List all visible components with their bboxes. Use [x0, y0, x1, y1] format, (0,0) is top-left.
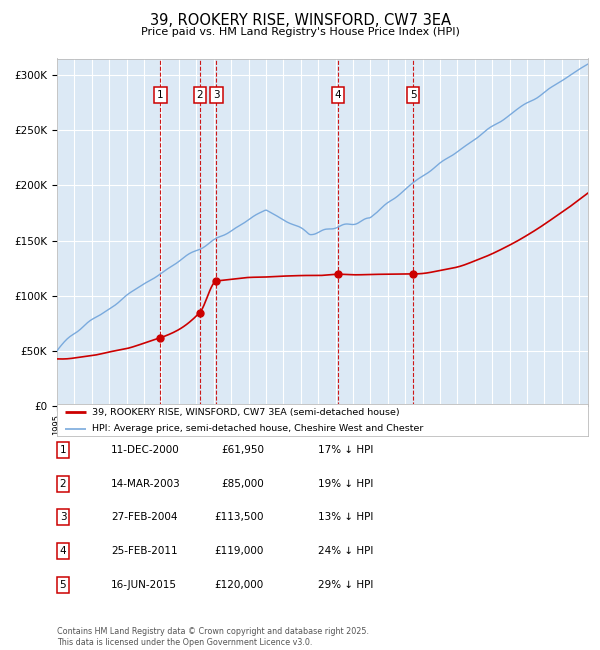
- Text: 2: 2: [59, 478, 67, 489]
- Text: 3: 3: [59, 512, 67, 523]
- Text: 13% ↓ HPI: 13% ↓ HPI: [318, 512, 373, 523]
- Text: £120,000: £120,000: [215, 580, 264, 590]
- Text: 3: 3: [213, 90, 220, 100]
- Text: £85,000: £85,000: [221, 478, 264, 489]
- Text: 39, ROOKERY RISE, WINSFORD, CW7 3EA (semi-detached house): 39, ROOKERY RISE, WINSFORD, CW7 3EA (sem…: [92, 408, 399, 417]
- Text: 39, ROOKERY RISE, WINSFORD, CW7 3EA: 39, ROOKERY RISE, WINSFORD, CW7 3EA: [149, 13, 451, 28]
- Text: Price paid vs. HM Land Registry's House Price Index (HPI): Price paid vs. HM Land Registry's House …: [140, 27, 460, 36]
- Text: £113,500: £113,500: [215, 512, 264, 523]
- Text: 27-FEB-2004: 27-FEB-2004: [111, 512, 178, 523]
- Text: £61,950: £61,950: [221, 445, 264, 455]
- Text: 11-DEC-2000: 11-DEC-2000: [111, 445, 180, 455]
- Text: 14-MAR-2003: 14-MAR-2003: [111, 478, 181, 489]
- Text: 1: 1: [157, 90, 164, 100]
- Text: £119,000: £119,000: [215, 546, 264, 556]
- Text: 19% ↓ HPI: 19% ↓ HPI: [318, 478, 373, 489]
- Text: 24% ↓ HPI: 24% ↓ HPI: [318, 546, 373, 556]
- Text: 4: 4: [59, 546, 67, 556]
- Text: HPI: Average price, semi-detached house, Cheshire West and Chester: HPI: Average price, semi-detached house,…: [92, 424, 423, 433]
- Text: 5: 5: [59, 580, 67, 590]
- Text: Contains HM Land Registry data © Crown copyright and database right 2025.
This d: Contains HM Land Registry data © Crown c…: [57, 627, 369, 647]
- Text: 5: 5: [410, 90, 416, 100]
- Text: 2: 2: [196, 90, 203, 100]
- Text: 29% ↓ HPI: 29% ↓ HPI: [318, 580, 373, 590]
- Text: 25-FEB-2011: 25-FEB-2011: [111, 546, 178, 556]
- Text: 1: 1: [59, 445, 67, 455]
- Text: 17% ↓ HPI: 17% ↓ HPI: [318, 445, 373, 455]
- Text: 4: 4: [335, 90, 341, 100]
- Text: 16-JUN-2015: 16-JUN-2015: [111, 580, 177, 590]
